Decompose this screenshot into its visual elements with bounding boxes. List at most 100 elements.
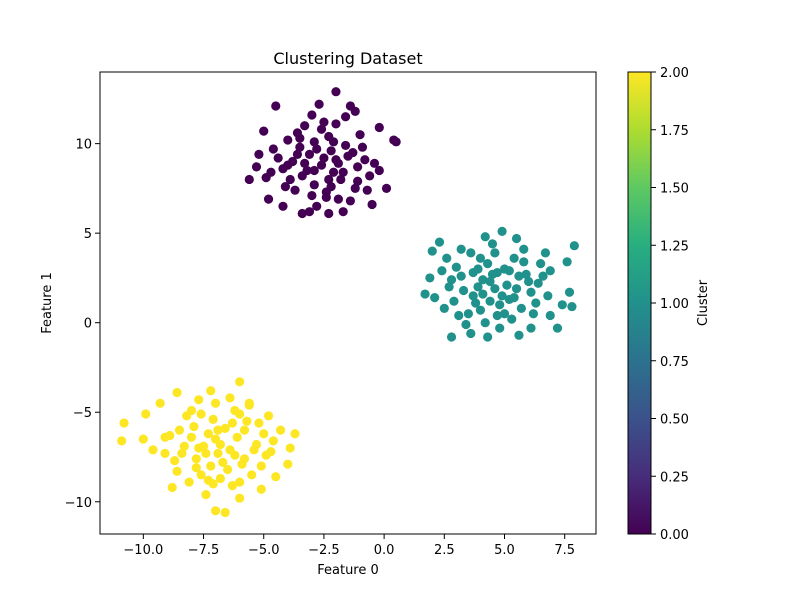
cluster-1-point [540,248,551,258]
cluster-1-point [420,289,430,299]
cluster-0-point [357,142,368,152]
colorbar [627,71,652,535]
cluster-1-point [430,293,440,303]
cluster-0-point [374,122,384,133]
cluster-1-point [485,296,495,306]
colorbar-tick-label: 0.75 [660,355,689,370]
colorbar-tick-label: 0.25 [660,470,689,485]
cluster-0-point [300,121,310,131]
cluster-0-point [312,201,322,211]
cluster-2-point [210,506,221,516]
cluster-2-point [235,493,245,503]
cluster-2-point [170,455,180,466]
cluster-1-point [485,276,495,287]
cluster-0-point [336,174,346,185]
cluster-2-point [256,484,266,494]
cluster-0-point [345,196,356,206]
cluster-1-point [446,332,457,342]
cluster-0-point [244,174,254,185]
cluster-1-point [511,233,522,244]
cluster-2-point [194,395,204,405]
cluster-0-point [254,149,264,159]
cluster-1-point [523,276,534,287]
cluster-1-point [502,280,512,290]
cluster-0-point [333,194,343,204]
cluster-2-point [206,461,216,471]
cluster-1-point [456,244,466,254]
cluster-2-point [201,490,211,500]
y-tick-label: 10 [75,138,92,153]
cluster-1-point [437,266,447,276]
cluster-1-point [514,330,524,340]
cluster-2-point [275,425,286,435]
cluster-2-point [201,448,211,459]
cluster-2-point [203,429,213,439]
cluster-2-point [186,432,197,442]
cluster-1-point [526,323,536,333]
cluster-0-point [367,199,377,210]
cluster-1-point [504,266,514,276]
y-axis: −10 −5 0 5 10 [65,138,100,511]
cluster-1-point [478,275,488,285]
colorbar-label: Cluster [696,279,711,326]
cluster-0-point [328,137,339,147]
cluster-0-point [307,190,317,201]
cluster-1-point [439,303,449,313]
cluster-0-point [331,87,341,97]
cluster-1-point [543,291,553,301]
cluster-0-point [309,165,319,176]
cluster-1-point [497,291,507,301]
cluster-1-point [552,323,563,333]
colorbar-axis: 0.00 0.25 0.50 0.75 1.00 1.25 1.50 1.75 2.00 [651,66,689,543]
cluster-1-point [442,253,452,263]
cluster-1-point [487,239,498,249]
colorbar-tick-label: 0.50 [660,413,689,428]
plot-frame [99,71,597,535]
cluster-0-point [268,144,278,154]
cluster-2-point [290,429,300,439]
cluster-0-point [312,144,322,154]
cluster-0-point [360,155,370,165]
cluster-1-point [483,259,493,269]
cluster-2-point [213,448,223,459]
cluster-1-point [567,301,577,312]
x-axis: −10.0 −7.5 −5.0 −2.5 0.0 2.5 5.0 7.5 [123,534,575,558]
cluster-0-point [302,165,312,176]
cluster-1-point [538,271,548,281]
cluster-0-point [353,162,363,172]
cluster-2-point [167,482,177,493]
cluster-0-point [271,101,281,111]
cluster-0-point [251,162,262,172]
colorbar-tick-label: 1.75 [660,124,689,139]
cluster-2-point [223,464,233,475]
cluster-2-point [235,377,245,387]
cluster-0-point [278,201,288,211]
cluster-2-point [251,439,262,450]
cluster-2-point [155,398,165,408]
cluster-1-point [516,303,526,313]
cluster-2-point [239,425,250,435]
cluster-2-point [119,418,129,428]
cluster-0-point [259,126,269,136]
cluster-2-point [225,445,235,455]
x-tick-label: 7.5 [554,543,575,558]
y-tick-label: −5 [73,406,92,421]
cluster-2-point [210,434,221,444]
cluster-2-point [266,447,276,457]
colorbar-tick-label: 2.00 [660,66,689,81]
cluster-1-point [495,323,505,333]
cluster-1-point [569,241,579,251]
cluster-1-point [487,269,498,279]
cluster-0-point [314,99,324,109]
cluster-2-point [215,473,225,484]
cluster-0-point [350,106,360,116]
cluster-0-point [285,174,295,185]
cluster-1-point [521,269,531,279]
cluster-1-point [425,273,435,283]
cluster-1-point [480,318,490,328]
cluster-0-point [280,182,290,192]
cluster-2-point [239,454,250,464]
cluster-2-point [230,405,240,416]
colorbar-tick-label: 1.25 [660,239,689,254]
cluster-2-point [208,414,218,424]
